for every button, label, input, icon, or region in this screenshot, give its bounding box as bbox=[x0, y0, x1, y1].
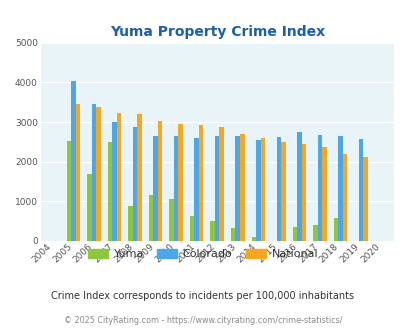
Bar bbox=[312, 225, 317, 241]
Bar bbox=[66, 141, 71, 241]
Bar bbox=[301, 144, 305, 241]
Bar bbox=[190, 215, 194, 241]
Bar bbox=[256, 140, 260, 241]
Bar bbox=[214, 136, 219, 241]
Bar bbox=[219, 127, 224, 241]
Bar bbox=[137, 114, 141, 241]
Bar bbox=[198, 125, 203, 241]
Bar bbox=[210, 221, 214, 241]
Bar bbox=[87, 174, 92, 241]
Bar bbox=[337, 136, 342, 241]
Bar bbox=[178, 124, 183, 241]
Bar bbox=[128, 207, 132, 241]
Bar bbox=[117, 114, 121, 241]
Bar bbox=[107, 142, 112, 241]
Bar bbox=[153, 136, 158, 241]
Bar bbox=[239, 134, 244, 241]
Bar bbox=[230, 228, 235, 241]
Legend: Yuma, Colorado, National: Yuma, Colorado, National bbox=[83, 244, 322, 263]
Bar bbox=[194, 138, 198, 241]
Bar bbox=[260, 138, 264, 241]
Text: Crime Index corresponds to incidents per 100,000 inhabitants: Crime Index corresponds to incidents per… bbox=[51, 291, 354, 301]
Bar bbox=[321, 148, 326, 241]
Bar bbox=[112, 122, 117, 241]
Bar bbox=[132, 127, 137, 241]
Bar bbox=[96, 108, 100, 241]
Title: Yuma Property Crime Index: Yuma Property Crime Index bbox=[109, 25, 324, 39]
Bar bbox=[158, 120, 162, 241]
Bar bbox=[235, 136, 239, 241]
Bar bbox=[342, 154, 346, 241]
Text: © 2025 CityRating.com - https://www.cityrating.com/crime-statistics/: © 2025 CityRating.com - https://www.city… bbox=[64, 316, 341, 325]
Bar bbox=[358, 139, 362, 241]
Bar bbox=[362, 157, 367, 241]
Bar bbox=[251, 237, 256, 241]
Bar bbox=[280, 142, 285, 241]
Bar bbox=[333, 218, 337, 241]
Bar bbox=[71, 81, 75, 241]
Bar bbox=[149, 195, 153, 241]
Bar bbox=[276, 137, 280, 241]
Bar bbox=[173, 136, 178, 241]
Bar bbox=[92, 104, 96, 241]
Bar bbox=[317, 135, 321, 241]
Bar bbox=[296, 132, 301, 241]
Bar bbox=[75, 104, 80, 241]
Bar bbox=[169, 199, 173, 241]
Bar bbox=[292, 227, 296, 241]
